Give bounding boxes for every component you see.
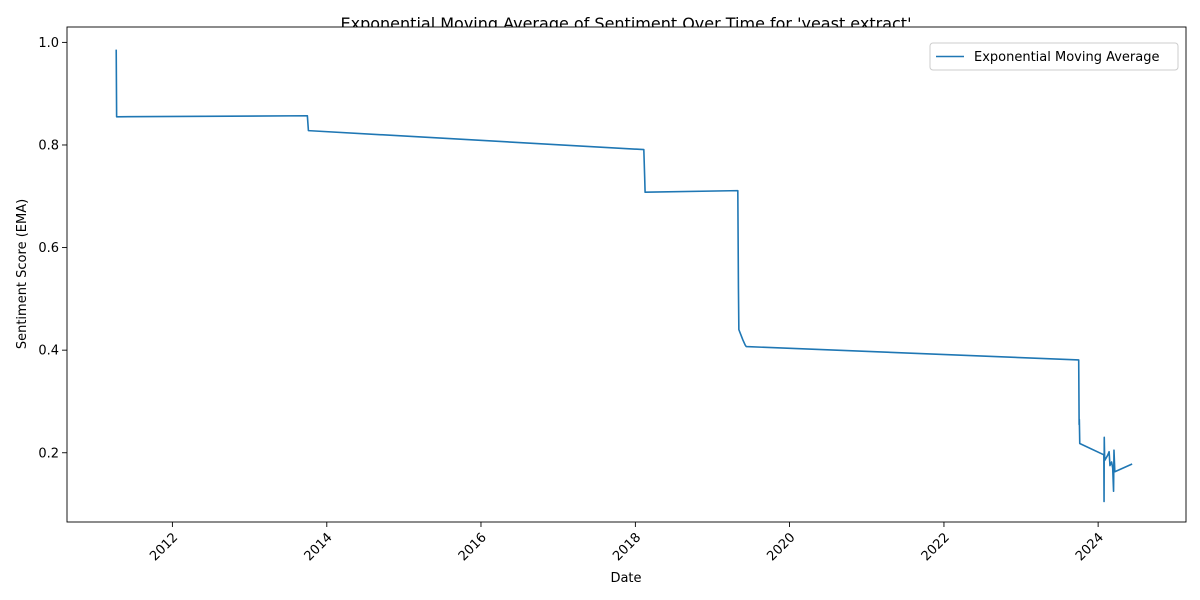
x-axis: 2012 2014 2016 2018 2020 2022 2024 [147,522,1107,564]
y-tick-label: 0.4 [38,344,59,359]
x-tick-label: 2016 [456,530,490,564]
legend-box [929,42,1179,71]
y-tick-label: 0.2 [38,446,59,461]
plot-area [66,26,1187,523]
x-tick-label: 2012 [147,530,181,564]
y-axis: 0.2 0.4 0.6 0.8 1.0 [38,36,67,461]
legend: Exponential Moving Average [929,42,1179,71]
x-tick-label: 2024 [1073,530,1107,564]
y-tick-label: 1.0 [38,36,59,51]
x-tick-label: 2020 [764,530,798,564]
x-tick-label: 2014 [302,530,336,564]
y-tick-label: 0.6 [38,241,59,256]
x-tick-label: 2022 [919,530,953,564]
x-tick-label: 2018 [610,530,644,564]
y-axis-label: Sentiment Score (EMA) [15,199,30,349]
legend-label: Exponential Moving Average [974,50,1160,65]
plot-frame [66,26,1187,523]
y-tick-label: 0.8 [38,138,59,153]
plot-background [67,27,1186,522]
series-line-ema [115,49,1133,503]
x-axis-label: Date [610,571,641,586]
